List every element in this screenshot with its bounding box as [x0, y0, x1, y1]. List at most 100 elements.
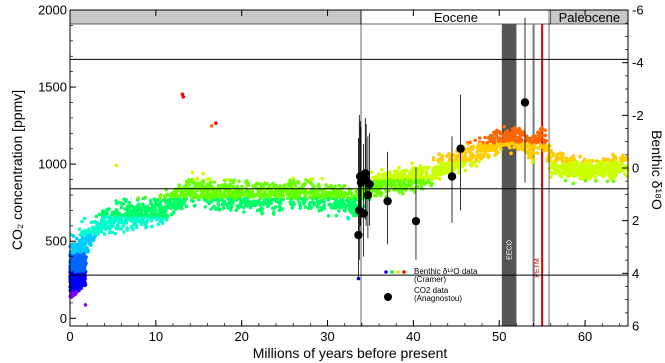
benthic-point	[387, 178, 392, 183]
benthic-point	[195, 194, 199, 199]
benthic-point	[521, 133, 526, 137]
benthic-point	[343, 209, 347, 213]
benthic-point	[167, 198, 172, 203]
benthic-point	[443, 169, 448, 173]
benthic-outlier	[181, 95, 186, 99]
benthic-point	[180, 206, 184, 211]
benthic-point	[80, 230, 84, 234]
benthic-point	[71, 242, 75, 247]
benthic-point	[248, 205, 253, 210]
benthic-point	[524, 135, 529, 140]
benthic-point	[374, 194, 378, 198]
benthic-point	[77, 277, 81, 281]
legend-label: Benthic δ¹⁸O data	[414, 267, 478, 276]
benthic-point	[556, 170, 560, 174]
benthic-point	[467, 148, 471, 153]
benthic-point	[474, 154, 478, 159]
benthic-point	[563, 178, 568, 183]
benthic-point	[272, 205, 277, 210]
benthic-point	[161, 197, 166, 202]
benthic-point	[279, 201, 283, 205]
benthic-point	[560, 158, 565, 163]
benthic-point	[376, 172, 381, 177]
benthic-point	[233, 196, 237, 200]
benthic-point	[277, 205, 282, 209]
benthic-point	[591, 171, 596, 175]
benthic-point	[71, 283, 76, 288]
benthic-point	[553, 168, 557, 173]
benthic-point	[311, 185, 316, 189]
benthic-point	[439, 161, 444, 165]
benthic-point	[233, 191, 238, 196]
benthic-point	[91, 238, 96, 242]
benthic-point	[132, 213, 137, 218]
benthic-point	[231, 184, 236, 189]
benthic-point	[526, 152, 531, 156]
benthic-point	[566, 158, 571, 163]
benthic-point	[303, 205, 308, 209]
benthic-point	[454, 157, 459, 162]
benthic-point	[209, 184, 214, 189]
benthic-point	[237, 190, 241, 195]
benthic-point	[306, 190, 311, 195]
benthic-point	[347, 198, 352, 203]
benthic-point	[418, 181, 422, 186]
benthic-point	[269, 201, 273, 205]
benthic-outlier	[209, 124, 214, 128]
benthic-point	[408, 178, 413, 183]
benthic-point	[410, 161, 414, 166]
benthic-point	[505, 129, 510, 133]
benthic-point	[538, 133, 543, 137]
benthic-point	[298, 203, 302, 208]
x-axis-title: Millions of years before present	[253, 345, 448, 361]
benthic-point	[234, 208, 239, 213]
benthic-point	[427, 175, 432, 180]
benthic-point	[424, 170, 429, 174]
co2-series	[354, 17, 530, 280]
benthic-point	[89, 220, 94, 225]
benthic-point	[468, 140, 472, 145]
benthic-point	[217, 207, 222, 212]
benthic-point	[129, 225, 134, 229]
benthic-point	[170, 194, 174, 199]
benthic-point	[119, 205, 124, 210]
benthic-point	[176, 197, 180, 202]
benthic-point	[199, 188, 204, 193]
benthic-point	[527, 142, 531, 147]
benthic-point	[440, 158, 444, 162]
benthic-point	[535, 151, 540, 155]
benthic-point	[202, 197, 207, 202]
benthic-point	[344, 203, 348, 208]
benthic-point	[206, 185, 210, 189]
benthic-point	[104, 227, 108, 232]
benthic-point	[379, 191, 384, 196]
benthic-point	[81, 272, 85, 277]
benthic-point	[228, 178, 233, 183]
benthic-point	[119, 227, 123, 231]
benthic-point	[271, 212, 276, 216]
benthic-point	[161, 214, 166, 219]
benthic-point	[174, 207, 178, 211]
benthic-point	[232, 178, 237, 183]
benthic-point	[184, 204, 189, 209]
benthic-point	[547, 158, 552, 163]
benthic-point	[118, 216, 123, 221]
benthic-point	[123, 215, 128, 219]
benthic-point	[319, 205, 324, 210]
benthic-point	[551, 153, 555, 158]
benthic-point	[221, 202, 226, 207]
benthic-point	[262, 190, 267, 194]
benthic-point	[180, 201, 185, 206]
benthic-point	[208, 192, 212, 196]
benthic-point	[153, 199, 158, 203]
benthic-point	[212, 204, 216, 209]
benthic-point	[237, 179, 241, 184]
benthic-point	[229, 205, 234, 209]
benthic-point	[550, 162, 555, 166]
benthic-point	[387, 170, 392, 175]
benthic-point	[382, 175, 387, 180]
benthic-point	[220, 183, 224, 188]
benthic-point	[485, 148, 490, 153]
benthic-point	[124, 197, 128, 202]
